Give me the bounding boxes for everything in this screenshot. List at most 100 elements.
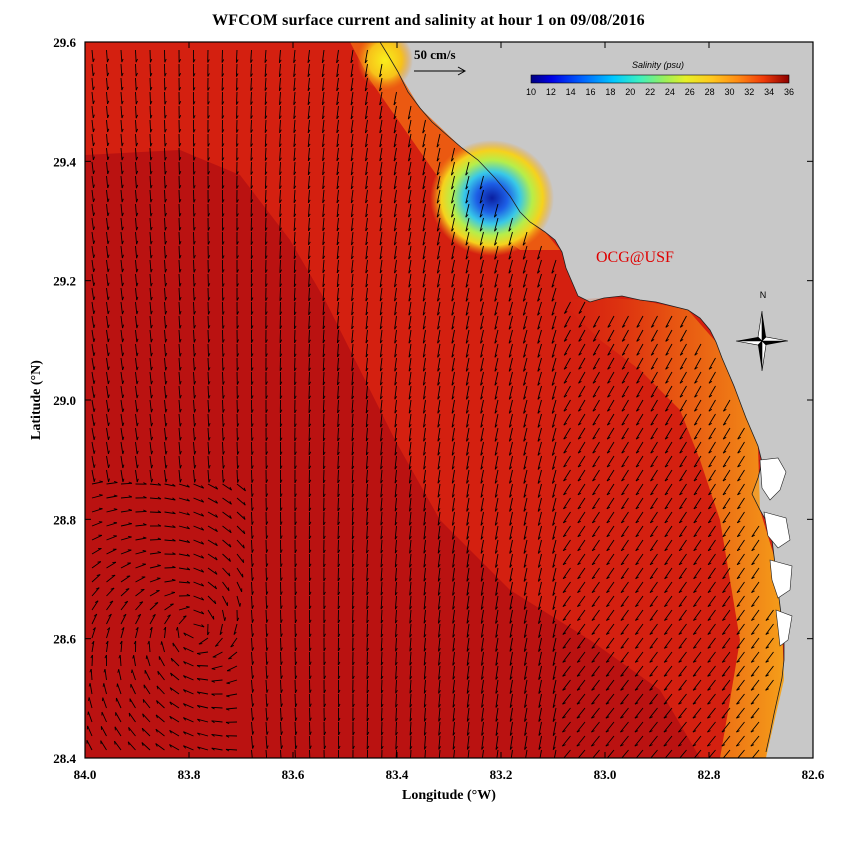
current-vector — [577, 525, 586, 538]
current-vector-head — [150, 226, 153, 231]
current-vector — [409, 651, 412, 666]
current-vector-head — [179, 380, 182, 385]
current-vector-head — [552, 494, 556, 498]
current-vector — [509, 637, 513, 652]
current-vector — [164, 147, 166, 161]
current-vector-head — [208, 367, 211, 371]
current-vector — [438, 721, 441, 736]
current-vector-head — [186, 498, 190, 502]
current-vector — [707, 525, 716, 538]
current-vector — [408, 427, 412, 442]
current-vector — [365, 245, 368, 260]
current-vector — [278, 77, 281, 91]
current-vector — [379, 301, 383, 316]
current-vector-head — [437, 438, 441, 442]
current-vector-head — [222, 367, 225, 371]
current-vector — [336, 119, 339, 133]
current-vector-head — [480, 438, 484, 442]
current-vector — [114, 740, 122, 751]
current-vector — [606, 581, 615, 593]
current-vector-head — [222, 381, 225, 385]
current-vector — [451, 427, 455, 442]
current-vector — [365, 357, 368, 372]
current-vector-head — [649, 548, 654, 552]
current-vector-head — [523, 634, 527, 638]
current-vector — [537, 469, 542, 484]
current-vector-head — [592, 534, 596, 538]
current-vector — [422, 203, 426, 218]
current-vector-head — [722, 646, 726, 649]
current-vector-head — [264, 59, 268, 63]
current-vector — [222, 385, 224, 399]
current-vector — [293, 119, 296, 133]
current-vector-head — [494, 396, 498, 400]
current-vector-head — [621, 464, 625, 468]
current-vector — [135, 49, 137, 63]
current-vector — [620, 707, 629, 719]
current-vector-head — [193, 367, 197, 371]
current-vector — [605, 651, 615, 663]
current-vector — [537, 399, 542, 414]
current-vector — [562, 693, 571, 705]
current-vector — [721, 665, 731, 677]
current-vector — [480, 441, 484, 456]
current-vector — [679, 427, 687, 440]
current-vector — [351, 385, 354, 400]
current-vector — [380, 427, 383, 442]
current-vector — [322, 119, 325, 133]
current-vector-head — [379, 269, 383, 274]
current-vector-head — [552, 564, 556, 568]
current-vector-head — [480, 522, 484, 526]
current-vector-head — [679, 394, 684, 398]
current-vector — [236, 539, 245, 549]
current-vector-head — [265, 283, 268, 287]
current-vector-head — [135, 142, 139, 147]
current-vector-head — [409, 522, 412, 526]
current-vector-head — [620, 660, 625, 663]
current-vector — [436, 217, 441, 232]
current-vector — [149, 614, 156, 625]
current-vector — [351, 245, 354, 260]
current-vector — [379, 217, 383, 232]
current-vector — [265, 203, 267, 217]
current-vector-head — [337, 353, 340, 358]
current-vector-head — [508, 242, 512, 246]
current-vector — [250, 91, 252, 105]
current-vector-head — [663, 730, 668, 733]
current-vector-head — [337, 479, 340, 484]
current-vector — [193, 287, 195, 301]
current-vector — [106, 455, 109, 468]
current-vector — [708, 399, 716, 412]
current-vector — [351, 343, 354, 358]
current-vector-head — [92, 58, 95, 63]
current-vector — [765, 651, 774, 663]
current-vector-head — [481, 718, 484, 722]
current-vector-head — [352, 619, 355, 624]
current-vector — [591, 539, 600, 552]
current-vector — [336, 161, 339, 176]
current-vector-head — [605, 716, 610, 719]
current-vector-head — [636, 394, 640, 398]
current-vector-head — [636, 339, 640, 342]
current-vector-head — [537, 340, 541, 344]
current-vector — [322, 259, 325, 273]
current-vector — [308, 329, 310, 343]
current-vector-head — [649, 604, 654, 607]
current-vector-head — [336, 311, 340, 316]
current-vector — [650, 483, 658, 496]
current-vector-head — [380, 521, 384, 526]
current-vector-head — [164, 198, 167, 203]
current-vector — [635, 427, 644, 440]
current-vector — [278, 49, 281, 63]
current-vector-head — [107, 394, 110, 399]
current-vector — [352, 581, 354, 596]
current-vector-head — [578, 352, 582, 356]
current-vector-head — [193, 129, 196, 133]
current-vector — [408, 343, 412, 358]
current-vector-head — [265, 451, 269, 455]
current-vector-head — [395, 745, 398, 750]
current-vector — [279, 273, 281, 287]
current-vector — [149, 301, 152, 315]
current-vector-head — [294, 465, 297, 470]
current-vector — [721, 679, 731, 691]
